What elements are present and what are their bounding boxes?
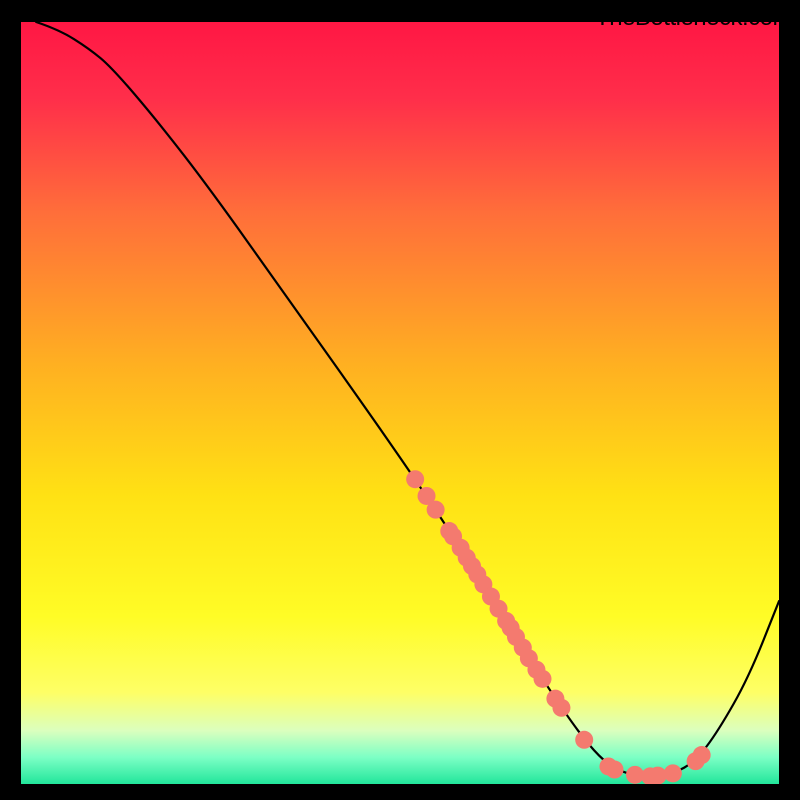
data-marker (664, 764, 682, 782)
data-marker (649, 767, 667, 785)
data-marker (575, 731, 593, 749)
data-marker (427, 501, 445, 519)
chart-container: TheBottleneck.com (0, 0, 800, 800)
data-marker (693, 746, 711, 764)
bottleneck-chart (0, 0, 800, 800)
plot-background (21, 22, 779, 784)
data-marker (534, 670, 552, 688)
data-marker (406, 470, 424, 488)
source-attribution: TheBottleneck.com (595, 4, 792, 32)
data-marker (606, 761, 624, 779)
data-marker (552, 699, 570, 717)
